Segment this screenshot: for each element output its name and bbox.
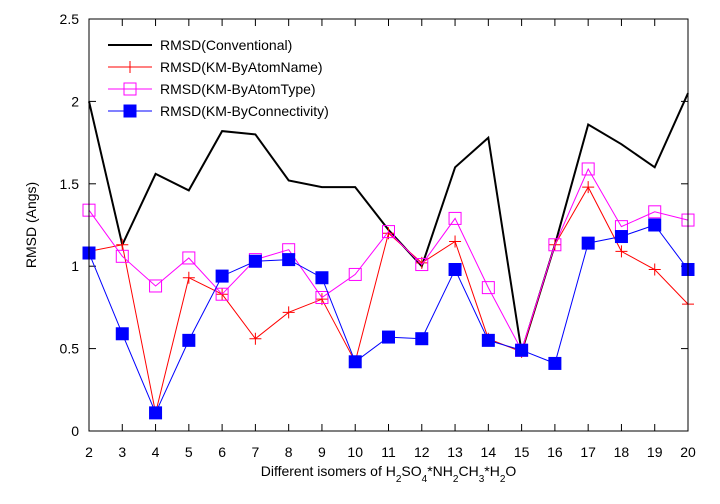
data-point (548, 238, 562, 252)
x-tick-label: 11 (381, 444, 396, 460)
data-point (648, 263, 661, 276)
data-point (282, 253, 296, 267)
series (82, 218, 695, 420)
data-point (449, 235, 462, 248)
x-label-text: Different isomers of H (261, 463, 396, 479)
x-tick-label: 6 (218, 444, 226, 460)
data-point (581, 236, 595, 250)
x-label-text: *H (484, 463, 500, 479)
x-tick-label: 3 (118, 444, 126, 460)
x-tick-label: 7 (251, 444, 259, 460)
series (88, 92, 689, 353)
data-point (282, 306, 295, 319)
y-tick-label: 0.5 (60, 341, 80, 357)
data-point (481, 333, 495, 347)
x-tick-label: 12 (414, 444, 430, 460)
y-axis-label: RMSD (Angs) (23, 182, 39, 268)
x-label-text: SO (401, 463, 421, 479)
data-point (249, 332, 262, 345)
legend: RMSD(Conventional) RMSD(KM-ByAtomName) RMS… (108, 37, 329, 119)
data-point (115, 327, 129, 341)
legend-label: RMSD(KM-ByConnectivity) (160, 103, 329, 119)
series-line (88, 167, 689, 352)
data-point (215, 269, 229, 283)
x-label-subscript: 4 (422, 474, 428, 485)
data-point (215, 287, 229, 301)
y-tick-label: 0 (71, 423, 79, 439)
x-tick-label: 5 (185, 444, 193, 460)
data-point (515, 343, 529, 357)
data-point (481, 281, 495, 295)
series-line (88, 92, 689, 353)
series (82, 162, 695, 357)
data-point (382, 225, 395, 239)
data-point (115, 249, 129, 263)
series-layer (82, 92, 695, 420)
y-tick-label: 1.5 (60, 176, 80, 192)
data-point (548, 356, 562, 370)
data-point (615, 245, 628, 258)
data-point (415, 258, 429, 272)
x-axis-label: Different isomers of H2SO4*NH2CH3*H2O (261, 463, 517, 485)
data-point (448, 262, 462, 276)
data-point (315, 291, 329, 305)
series (83, 181, 694, 419)
data-point (448, 211, 462, 225)
data-point (149, 279, 163, 293)
x-label-text: CH (458, 463, 478, 479)
x-label-text: *NH (427, 463, 453, 479)
legend-label: RMSD(KM-ByAtomName) (160, 59, 323, 75)
plot-frame (88, 18, 689, 432)
data-point (149, 406, 163, 420)
data-point (123, 104, 137, 118)
data-point (382, 330, 395, 344)
data-point (348, 267, 362, 281)
x-label-subscript: 3 (479, 474, 485, 485)
x-tick-label: 14 (481, 444, 497, 460)
data-point (348, 355, 362, 369)
x-tick-label: 10 (347, 444, 363, 460)
x-tick-label: 9 (318, 444, 326, 460)
y-tick-label: 2.5 (60, 11, 80, 27)
data-point (124, 61, 136, 73)
legend-label: RMSD(Conventional) (160, 37, 292, 53)
data-point (116, 238, 129, 251)
series-line (88, 186, 689, 414)
x-label-subscript: 2 (453, 474, 459, 485)
data-point (182, 333, 196, 347)
x-label-text: O (505, 463, 516, 479)
data-point (123, 82, 137, 96)
legend-entry: RMSD(KM-ByAtomName) (108, 59, 323, 75)
data-point (415, 332, 429, 346)
legend-entry: RMSD(Conventional) (108, 37, 292, 53)
x-tick-label: 2 (85, 444, 93, 460)
x-tick-label: 18 (614, 444, 630, 460)
x-tick-label: 16 (547, 444, 563, 460)
x-tick-label: 13 (447, 444, 463, 460)
legend-entry: RMSD(KM-ByConnectivity) (108, 103, 329, 119)
data-point (182, 271, 195, 284)
x-tick-label: 20 (680, 444, 696, 460)
y-tick-label: 2 (71, 93, 79, 109)
data-point (648, 205, 662, 219)
x-tick-label: 19 (647, 444, 663, 460)
data-point (648, 218, 662, 232)
x-tick-label: 15 (514, 444, 530, 460)
legend-label: RMSD(KM-ByAtomType) (160, 81, 316, 97)
data-point (315, 271, 329, 285)
x-tick-label: 8 (285, 444, 293, 460)
x-tick-label: 4 (152, 444, 160, 460)
data-point (582, 181, 595, 194)
y-tick-label: 1 (71, 258, 79, 274)
data-point (248, 254, 262, 268)
data-point (614, 230, 628, 244)
x-label-subscript: 2 (500, 474, 506, 485)
x-label-subscript: 2 (396, 474, 402, 485)
axis-ticks: 0 0.5 1 1.5 2 2.5 2 3 4 5 6 7 8 9 10 11 12 13 14 15 16 17 18 19… (60, 11, 696, 460)
data-point (581, 162, 595, 176)
legend-entry: RMSD(KM-ByAtomType) (108, 81, 316, 97)
x-tick-label: 17 (580, 444, 596, 460)
data-point (182, 251, 196, 265)
